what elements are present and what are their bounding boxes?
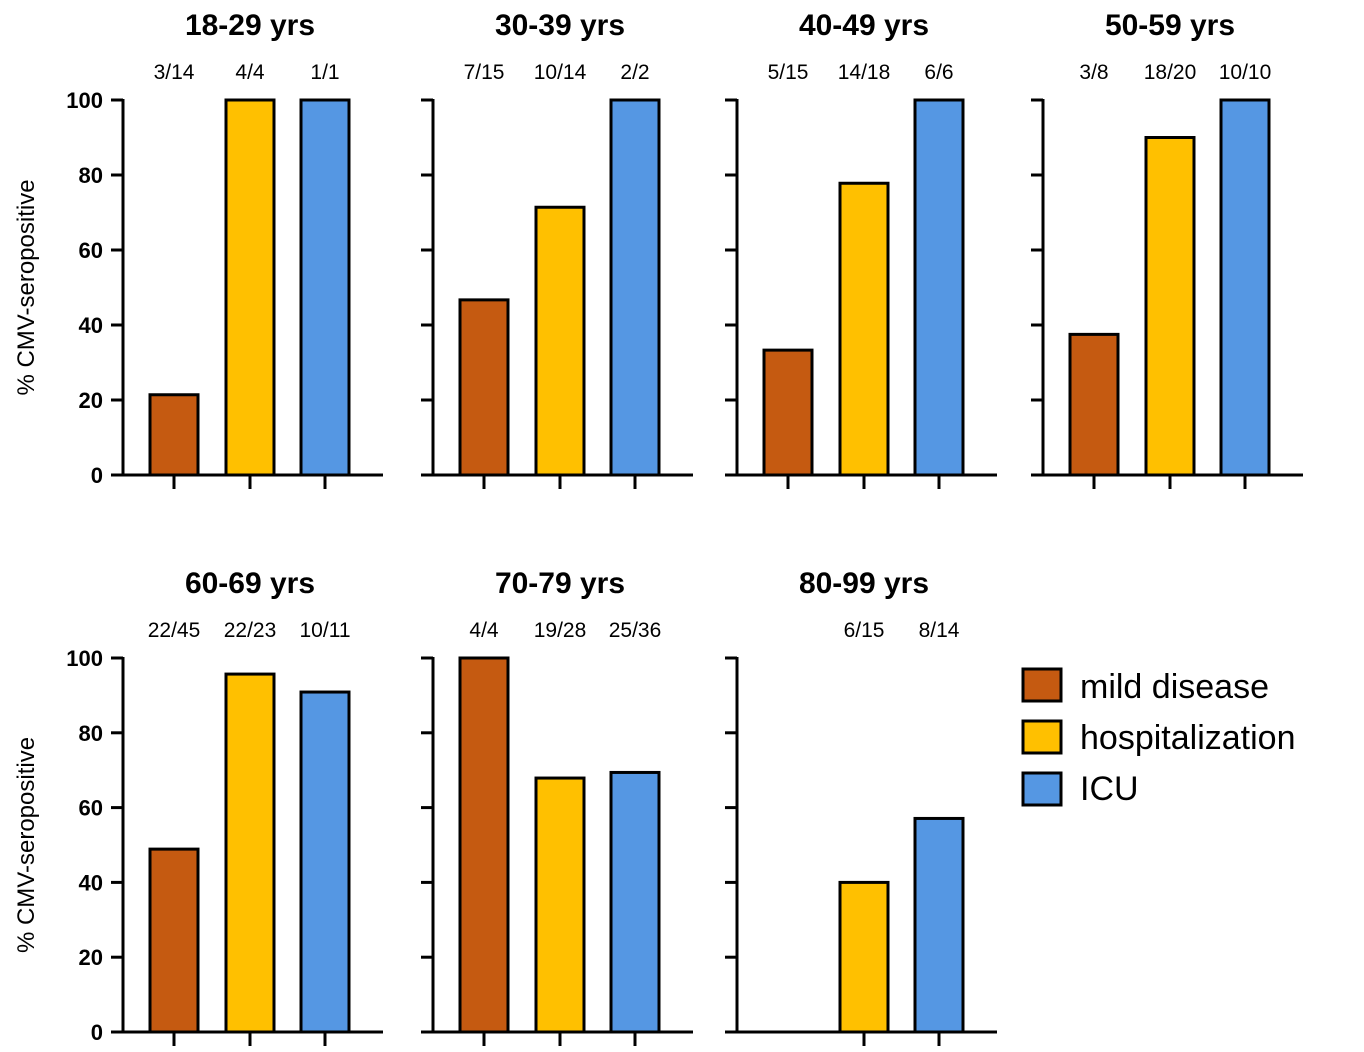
legend: mild disease hospitalization ICU xyxy=(1021,667,1295,808)
count-label-hospitalization: 6/15 xyxy=(844,619,885,642)
bar-icu xyxy=(299,690,351,1034)
y-tick-label: 0 xyxy=(91,463,103,488)
bar-icu xyxy=(609,98,661,477)
panel-title: 70-79 yrs xyxy=(495,567,625,600)
panel-70-79-yrs: 70-79 yrs 4/4 19/28 25/36 xyxy=(421,567,693,1046)
count-label-mild-disease: 3/8 xyxy=(1079,61,1108,84)
y-tick-label: 0 xyxy=(91,1020,103,1045)
panel-40-49-yrs: 40-49 yrs 5/15 14/18 6/6 xyxy=(725,9,997,489)
y-tick-label: 40 xyxy=(79,313,103,338)
panel-title: 80-99 yrs xyxy=(799,567,929,600)
panel-80-99-yrs: 80-99 yrs 6/15 8/14 xyxy=(725,567,997,1046)
y-axis-label: % CMV-seropositive xyxy=(13,737,40,953)
count-label-mild-disease: 3/14 xyxy=(154,61,195,84)
count-label-hospitalization: 22/23 xyxy=(224,619,277,642)
panel-title: 50-59 yrs xyxy=(1105,9,1235,42)
count-label-icu: 10/10 xyxy=(1219,61,1272,84)
legend-label-hospitalization: hospitalization xyxy=(1080,719,1295,757)
y-tick-label: 60 xyxy=(79,238,103,263)
count-label-icu: 1/1 xyxy=(310,61,339,84)
y-tick-label: 100 xyxy=(66,88,103,113)
panel-title: 18-29 yrs xyxy=(185,9,315,42)
bar-hospitalization xyxy=(224,672,276,1034)
panel-50-59-yrs: 50-59 yrs 3/8 18/20 10/10 xyxy=(1031,9,1303,489)
count-label-hospitalization: 18/20 xyxy=(1144,61,1197,84)
y-tick-label: 40 xyxy=(79,870,103,895)
bar-icu xyxy=(609,770,661,1034)
bar-hospitalization xyxy=(534,776,586,1034)
count-label-icu: 25/36 xyxy=(609,619,662,642)
bar-mild-disease xyxy=(458,298,510,477)
count-label-icu: 8/14 xyxy=(919,619,960,642)
y-tick-label: 60 xyxy=(79,796,103,821)
panels-layer: 18-29 yrs 0 20 40 60 80 100 % CMV-seropositive 3… xyxy=(13,9,1303,1046)
bar-icu xyxy=(913,98,965,477)
panel-60-69-yrs: 60-69 yrs 0 20 40 60 80 100 % CMV-seropositive 2… xyxy=(13,567,383,1046)
y-axis-label: % CMV-seropositive xyxy=(13,179,40,395)
count-label-hospitalization: 19/28 xyxy=(534,619,587,642)
count-label-icu: 10/11 xyxy=(300,619,351,642)
bar-icu xyxy=(299,98,351,477)
legend-label-mild-disease: mild disease xyxy=(1080,668,1269,706)
bar-mild-disease xyxy=(1068,332,1120,477)
panel-title: 60-69 yrs xyxy=(185,567,315,600)
panel-30-39-yrs: 30-39 yrs 7/15 10/14 2/2 xyxy=(421,9,693,489)
bar-hospitalization xyxy=(1144,136,1196,477)
count-label-mild-disease: 5/15 xyxy=(768,61,809,84)
bar-mild-disease xyxy=(148,847,200,1034)
legend-swatch-hospitalization xyxy=(1021,719,1063,755)
count-label-hospitalization: 4/4 xyxy=(235,61,265,84)
y-tick-label: 80 xyxy=(79,163,103,188)
bar-hospitalization xyxy=(838,880,890,1034)
bar-mild-disease xyxy=(458,656,510,1034)
legend-swatch-mild-disease xyxy=(1021,667,1063,703)
bar-hospitalization xyxy=(534,205,586,477)
count-label-hospitalization: 14/18 xyxy=(838,61,891,84)
y-tick-label: 80 xyxy=(79,721,103,746)
bar-hospitalization xyxy=(224,98,276,477)
bar-icu xyxy=(913,816,965,1034)
bar-icu xyxy=(1219,98,1271,477)
panel-title: 40-49 yrs xyxy=(799,9,929,42)
bar-hospitalization xyxy=(838,181,890,477)
panel-18-29-yrs: 18-29 yrs 0 20 40 60 80 100 % CMV-seropositive 3… xyxy=(13,9,383,489)
count-label-icu: 2/2 xyxy=(620,61,649,84)
count-label-mild-disease: 22/45 xyxy=(148,619,201,642)
panel-title: 30-39 yrs xyxy=(495,9,625,42)
legend-label-icu: ICU xyxy=(1080,770,1139,808)
count-label-icu: 6/6 xyxy=(924,61,953,84)
legend-swatch-icu xyxy=(1021,771,1063,807)
count-label-mild-disease: 7/15 xyxy=(464,61,505,84)
count-label-mild-disease: 4/4 xyxy=(469,619,499,642)
bar-mild-disease xyxy=(148,393,200,477)
count-label-hospitalization: 10/14 xyxy=(534,61,587,84)
y-tick-label: 100 xyxy=(66,646,103,671)
y-tick-label: 20 xyxy=(79,945,103,970)
y-tick-label: 20 xyxy=(79,388,103,413)
bar-mild-disease xyxy=(762,348,814,477)
